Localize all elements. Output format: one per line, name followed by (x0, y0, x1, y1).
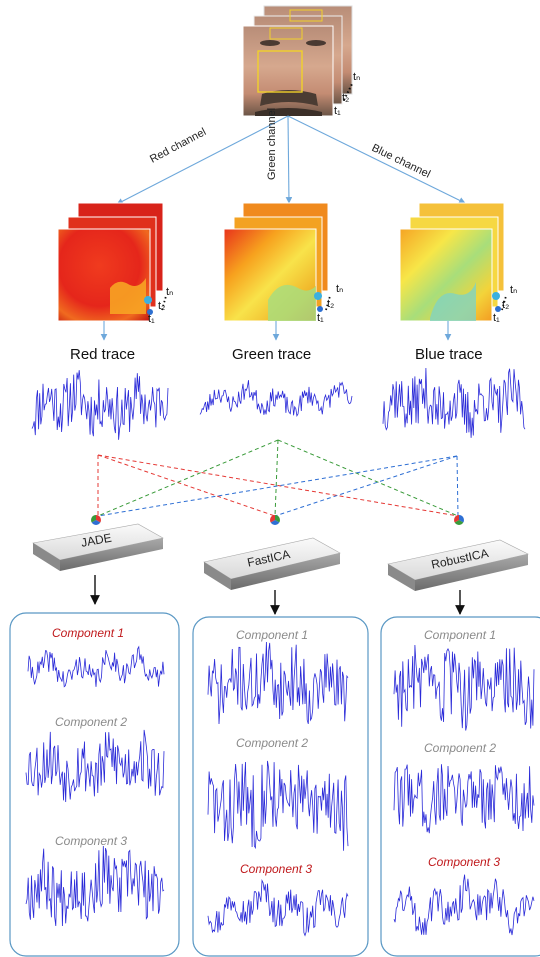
red-trace-signal (31, 370, 169, 440)
green-map-stack (223, 202, 329, 322)
signals-layer (25, 367, 535, 937)
jade-components-panel (9, 612, 180, 957)
red-map-stack (57, 202, 164, 322)
green-map-label-t1: t₁ (317, 312, 324, 324)
red-trace-label: Red trace (70, 346, 136, 363)
green-map-label-tn: tₙ (336, 283, 344, 295)
face-frames (242, 5, 353, 117)
fastica-component-1-signal (207, 641, 349, 725)
jade-component-2-signal (25, 729, 165, 803)
mixing-lines (97, 439, 459, 517)
green-channel-label: Green channel (266, 107, 278, 180)
trace-arrows (100, 321, 452, 341)
rgb-marker-fastica (270, 515, 280, 525)
fastica-component-3-signal (207, 878, 349, 937)
jade-component-3-label: Component 3 (55, 834, 128, 848)
fastica-component-2-signal (207, 760, 349, 851)
robustica-component-2-signal (393, 764, 535, 834)
fastica-component-1-label: Component 1 (236, 628, 309, 642)
green-map-label-t2: t₂ (327, 298, 335, 310)
frame-dots (343, 83, 353, 101)
robustica-component-1-signal (393, 644, 535, 731)
blue-map-label-t1: t₁ (493, 312, 500, 324)
jade-component-2-label: Component 2 (55, 715, 128, 729)
fastica-component-2-label: Component 2 (236, 736, 309, 750)
output-arrows (90, 575, 465, 615)
jade-box (32, 523, 164, 571)
blue-map-label-tn: tₙ (510, 284, 518, 296)
face-frame-label-t2: t₂ (342, 92, 350, 104)
blue-trace-label: Blue trace (415, 346, 483, 363)
robustica-components-panel (380, 616, 540, 957)
fastica-box (203, 537, 341, 590)
robustica-box (387, 539, 529, 591)
jade-component-1-signal (27, 645, 165, 688)
fastica-component-3-label: Component 3 (240, 862, 313, 876)
face-frame-label-tn: tₙ (353, 71, 361, 83)
rgb-marker-jade (91, 515, 101, 525)
green-trace-label: Green trace (232, 346, 312, 363)
channel-arrows (116, 115, 466, 205)
blue-map-stack (399, 202, 505, 322)
green-trace-signal (199, 380, 353, 417)
jade-component-1-label: Component 1 (52, 626, 125, 640)
blue-trace-signal (382, 367, 526, 438)
robustica-component-1-label: Component 1 (424, 628, 497, 642)
rgb-marker-robustica (454, 515, 464, 525)
robustica-component-3-label: Component 3 (428, 855, 501, 869)
blue-map-label-t2: t₂ (502, 299, 510, 311)
robustica-component-3-signal (393, 874, 535, 936)
robustica-component-2-label: Component 2 (424, 741, 497, 755)
fastica-components-panel (192, 616, 369, 957)
face-frame-label-t1: t₁ (334, 105, 341, 117)
red-map-label-tn: tₙ (166, 286, 174, 298)
red-map-label-t1: t₁ (148, 313, 155, 325)
red-map-label-t2: t₂ (158, 300, 166, 312)
jade-component-3-signal (25, 845, 165, 927)
map-frame-dots (161, 295, 507, 311)
